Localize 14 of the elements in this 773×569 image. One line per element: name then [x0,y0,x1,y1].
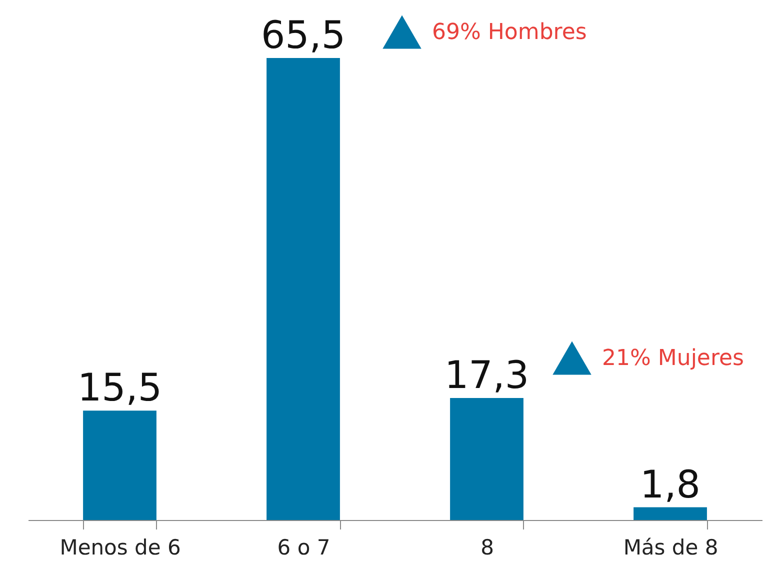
bar [450,398,524,520]
data-label: 65,5 [260,13,346,57]
bar [83,410,156,520]
data-label: 1,8 [640,462,700,506]
data-label: 17,3 [444,352,530,397]
x-tick-label: 6 o 7 [277,536,330,560]
x-tick-label: 8 [480,536,494,560]
x-tick-label: Más de 8 [623,536,718,560]
data-label: 15,5 [77,366,162,410]
bar [634,507,707,520]
x-tick-label: Menos de 6 [60,536,181,560]
text: 69% Hombres [432,20,587,45]
annotation: 21% Mujeres [602,346,744,371]
bar [266,58,340,520]
